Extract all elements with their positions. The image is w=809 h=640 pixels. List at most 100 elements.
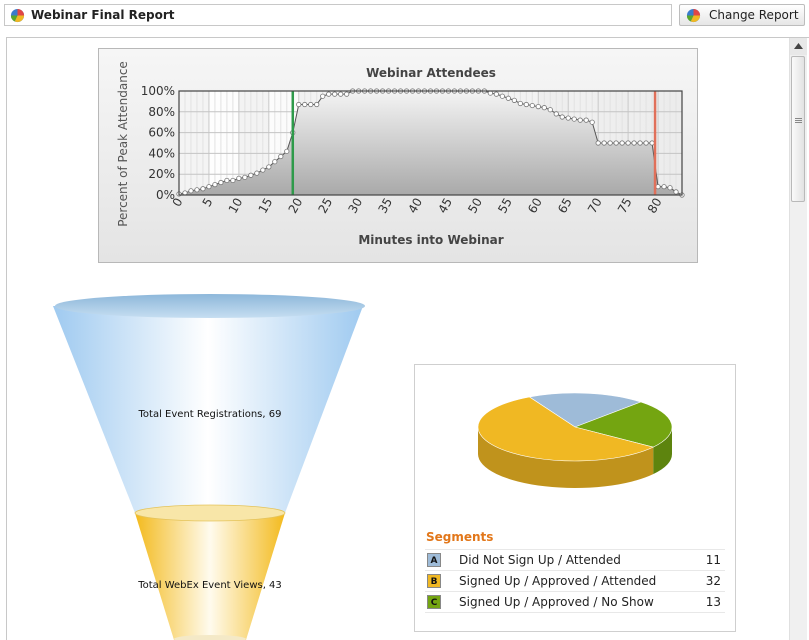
data-point — [254, 170, 260, 176]
data-point — [314, 101, 320, 108]
attendance-line-chart: Webinar Attendees Minutes into Webinar P… — [116, 61, 685, 247]
pie-chart-icon — [686, 8, 701, 23]
line-chart-title: Webinar Attendees — [366, 66, 496, 80]
data-point — [667, 185, 673, 191]
y-tick-label: 40% — [148, 146, 175, 160]
scroll-up-button[interactable] — [790, 38, 807, 55]
x-tick-label: 65 — [555, 196, 575, 216]
chevron-up-icon — [794, 43, 803, 49]
segment-label: Did Not Sign Up / Attended — [459, 553, 621, 567]
data-point — [296, 101, 302, 108]
x-tick-label: 55 — [495, 196, 515, 216]
data-point — [529, 102, 535, 109]
x-tick-label: 20 — [286, 196, 306, 216]
pie-slice-b[interactable] — [477, 396, 655, 462]
data-point — [206, 184, 212, 190]
vertical-scrollbar[interactable] — [789, 38, 807, 640]
funnel-stage-divider — [134, 504, 286, 522]
segments-legend-table: A Did Not Sign Up / Attended 11 B Signed Up … — [425, 549, 725, 613]
data-point — [577, 117, 583, 123]
data-point — [601, 140, 607, 146]
scroll-thumb[interactable] — [791, 56, 805, 202]
line-chart-x-label: Minutes into Webinar — [358, 233, 503, 247]
data-point — [499, 93, 505, 99]
data-point — [338, 91, 344, 97]
data-point — [589, 119, 595, 125]
funnel-bottom-cap — [174, 635, 246, 640]
x-tick-label: 25 — [316, 196, 336, 216]
data-point — [511, 97, 517, 103]
attendance-chart-panel: Webinar Attendees Minutes into Webinar P… — [98, 48, 698, 263]
data-point — [547, 107, 553, 113]
data-point — [200, 186, 206, 192]
data-point — [655, 184, 661, 190]
grid-band — [179, 91, 209, 195]
data-point — [320, 93, 326, 99]
y-tick-label: 0% — [156, 188, 175, 202]
data-point — [631, 140, 637, 146]
data-point — [559, 114, 565, 120]
data-point — [571, 116, 577, 122]
data-point — [613, 140, 619, 146]
data-point — [236, 175, 242, 181]
data-point — [302, 101, 308, 108]
x-tick-label: 80 — [645, 196, 665, 216]
x-tick-label: 70 — [585, 196, 605, 216]
segment-key-badge: C — [427, 595, 441, 609]
data-point — [224, 177, 230, 184]
funnel-stage-views — [135, 513, 285, 640]
x-tick-label: 50 — [465, 196, 485, 216]
x-tick-label: 75 — [615, 196, 635, 216]
segment-key-badge: B — [427, 574, 441, 588]
change-report-button[interactable]: Change Report — [679, 4, 805, 26]
data-point — [260, 167, 266, 173]
data-point — [553, 111, 559, 117]
data-point — [595, 140, 601, 146]
y-tick-label: 100% — [141, 84, 175, 98]
funnel-stage-label: Total Event Registrations, 69 — [138, 409, 282, 420]
data-point — [230, 177, 236, 184]
data-point — [332, 91, 338, 97]
data-point — [242, 174, 248, 180]
plot-frame — [178, 90, 683, 196]
data-point — [194, 187, 200, 193]
segment-value: 32 — [705, 574, 721, 588]
data-point — [541, 105, 547, 111]
change-report-label: Change Report — [709, 8, 799, 22]
data-point — [673, 189, 679, 195]
data-point — [278, 153, 284, 160]
x-tick-label: 35 — [375, 196, 395, 216]
segments-pie-chart — [477, 392, 673, 488]
attendance-area — [179, 91, 682, 195]
y-tick-label: 20% — [148, 167, 175, 181]
report-title-bar: Webinar Final Report — [4, 4, 672, 26]
data-point — [643, 140, 649, 146]
data-point — [619, 140, 625, 146]
x-tick-label: 0 — [170, 196, 186, 210]
pie-slice-a[interactable] — [528, 392, 642, 428]
segment-value: 13 — [705, 595, 721, 609]
data-point — [212, 182, 218, 188]
data-point — [505, 95, 511, 101]
data-point — [272, 159, 278, 165]
data-point — [517, 100, 523, 107]
segment-row-b: B Signed Up / Approved / Attended 32 — [425, 570, 725, 591]
pie-slice-side — [653, 427, 672, 475]
funnel-stage-label: Total WebEx Event Views, 43 — [137, 580, 282, 591]
segment-value: 11 — [705, 553, 721, 567]
segment-label: Signed Up / Approved / No Show — [459, 595, 654, 609]
segments-panel: Segments A Did Not Sign Up / Attended 11 B S… — [414, 364, 736, 632]
x-tick-label: 45 — [435, 196, 455, 216]
data-point — [248, 172, 254, 178]
x-tick-label: 40 — [405, 196, 425, 216]
data-point — [523, 101, 529, 108]
page-title: Webinar Final Report — [31, 8, 175, 22]
pie-slice-c[interactable] — [574, 401, 673, 448]
x-tick-label: 10 — [226, 196, 246, 216]
data-point — [649, 140, 655, 146]
x-tick-label: 15 — [256, 196, 276, 216]
data-point — [344, 91, 350, 97]
data-point — [308, 101, 314, 108]
y-tick-label: 80% — [148, 105, 175, 119]
pie-chart-icon — [10, 8, 25, 23]
